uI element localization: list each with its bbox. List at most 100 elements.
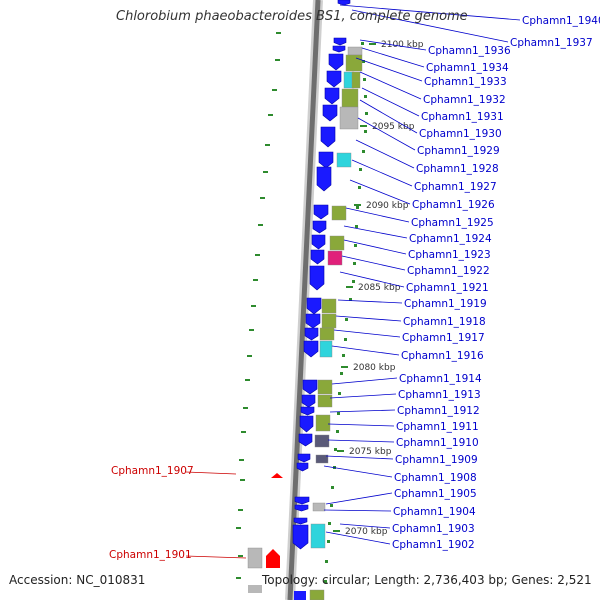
feature-block-reverse <box>247 547 263 569</box>
tick-dot <box>354 244 357 247</box>
gene-arrow-forward <box>313 204 329 220</box>
gene-label: Cphamn1_1927 <box>414 181 497 193</box>
gene-arrow-forward <box>304 327 319 341</box>
gene-label-leader <box>323 465 393 478</box>
gene-label: Cphamn1_1934 <box>426 62 509 74</box>
feature-block <box>341 88 359 108</box>
gene-label: Cphamn1_1928 <box>416 163 499 175</box>
gene-arrow-forward <box>302 379 318 395</box>
tick-dot <box>338 392 341 395</box>
gene-label: Cphamn1_1932 <box>423 94 506 106</box>
gene-arrow-reverse <box>266 549 280 568</box>
gene-label: Cphamn1_1936 <box>428 45 511 57</box>
gene-arrow-forward <box>305 313 321 329</box>
gene-label-leader <box>343 225 408 239</box>
feature-block <box>327 250 343 266</box>
gene-arrow-forward <box>312 220 327 234</box>
gene-arrow-forward <box>333 37 347 46</box>
gene-label-reverse: Cphamn1_1907 <box>111 465 194 477</box>
tick-dot <box>324 580 327 583</box>
gene-arrow-forward <box>293 517 308 525</box>
tick-dot <box>365 112 368 115</box>
tick-dot <box>330 504 333 507</box>
tick-dot <box>344 338 347 341</box>
gene-label-leader <box>323 509 392 512</box>
gene-arrow-reverse <box>271 473 283 478</box>
map-title: Chlorobium phaeobacteroides BS1, complet… <box>116 9 468 24</box>
gene-label: Cphamn1_1905 <box>394 488 477 500</box>
gene-label: Cphamn1_1913 <box>398 389 481 401</box>
tick-dot <box>359 168 362 171</box>
tick-dot <box>361 42 364 45</box>
gene-label: Cphamn1_1930 <box>419 128 502 140</box>
gene-arrow-forward <box>318 151 334 169</box>
position-tick-label: 2085 kbp <box>358 283 401 293</box>
feature-block <box>315 454 329 464</box>
gene-label: Cphamn1_1919 <box>404 298 487 310</box>
gene-label-leader <box>349 179 411 205</box>
gene-label-leader <box>341 255 406 271</box>
gene-label: Cphamn1_1911 <box>396 421 479 433</box>
gene-arrow-forward <box>306 297 322 315</box>
tick-dot <box>353 262 356 265</box>
gene-label-leader <box>343 239 407 255</box>
tick-dot <box>345 318 348 321</box>
position-tick-label: 2070 kbp <box>345 527 388 537</box>
tick-dot <box>337 412 340 415</box>
gene-arrow-forward <box>301 394 316 408</box>
gene-label-leader <box>351 9 509 43</box>
feature-block <box>317 379 333 395</box>
feature-block <box>321 298 337 314</box>
gene-label: Cphamn1_1924 <box>409 233 492 245</box>
gene-arrow-forward <box>337 0 351 6</box>
gene-label: Cphamn1_1918 <box>403 316 486 328</box>
gene-label-leader <box>339 271 405 288</box>
gene-label-leader <box>339 4 521 21</box>
feature-block <box>309 589 325 600</box>
tick-dot <box>325 560 328 563</box>
gene-arrow-forward <box>324 87 340 105</box>
gene-label-leader <box>325 492 393 505</box>
gene-arrow-forward <box>294 591 306 600</box>
gene-label-leader <box>359 71 422 100</box>
position-tick-label: 2080 kbp <box>353 363 396 373</box>
tick-dot <box>336 430 339 433</box>
tick-dot <box>352 280 355 283</box>
gene-label-leader <box>325 455 394 460</box>
gene-label: Cphamn1_1925 <box>411 217 494 229</box>
gene-label-leader <box>345 207 410 223</box>
gene-arrow-forward <box>294 504 309 512</box>
feature-block <box>345 54 363 72</box>
gene-label-reverse: Cphamn1_1901 <box>109 549 192 561</box>
topology-text: Topology: circular; Length: 2,736,403 bp… <box>262 573 592 587</box>
gene-arrow-forward <box>332 45 346 53</box>
feature-block <box>315 414 331 432</box>
gene-arrow-forward <box>309 265 325 291</box>
gene-arrow-forward <box>298 433 313 447</box>
tick-dot <box>358 186 361 189</box>
feature-block <box>339 106 359 130</box>
position-tick-label: 2095 kbp <box>372 122 415 132</box>
gene-arrow-forward <box>292 524 309 550</box>
gene-label-leader <box>339 523 391 529</box>
tick-dot <box>331 486 334 489</box>
tick-dot <box>362 150 365 153</box>
feature-block <box>321 313 337 329</box>
tick-dot <box>364 130 367 133</box>
tick-dot <box>356 206 359 209</box>
gene-label-leader <box>333 329 401 338</box>
gene-label-leader <box>357 117 416 151</box>
tick-dot <box>342 354 345 357</box>
gene-label: Cphamn1_1912 <box>397 405 480 417</box>
feature-block <box>351 71 361 89</box>
gene-label-leader <box>325 531 391 545</box>
gene-label: Cphamn1_1909 <box>395 454 478 466</box>
gene-label-leader <box>327 423 395 427</box>
tick-dot <box>362 60 365 63</box>
gene-label-leader <box>359 99 418 134</box>
feature-block-reverse <box>248 585 262 593</box>
gene-label-leader <box>351 159 413 187</box>
gene-label: Cphamn1_1933 <box>424 76 507 88</box>
feature-block <box>347 46 363 56</box>
